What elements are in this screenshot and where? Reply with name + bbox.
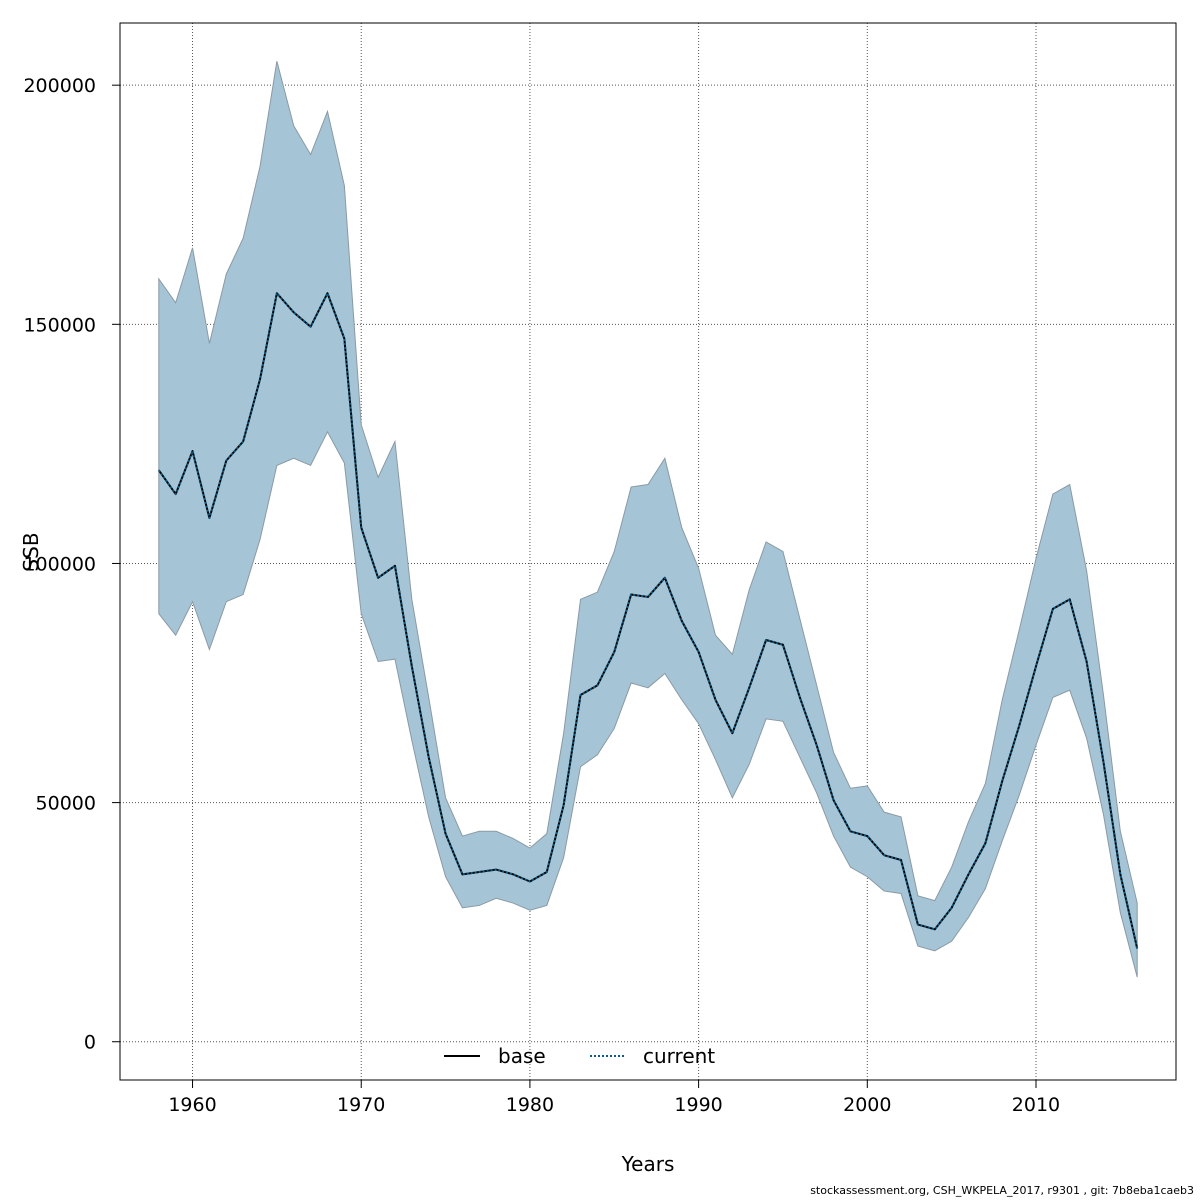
x-tick-label: 2010 xyxy=(1012,1094,1060,1116)
y-tick-label: 100000 xyxy=(23,553,96,575)
y-tick-label: 150000 xyxy=(23,314,96,336)
x-tick-label: 1970 xyxy=(337,1094,385,1116)
legend-base-label: base xyxy=(498,1044,546,1068)
legend-current-label: current xyxy=(643,1044,715,1068)
x-tick-label: 1990 xyxy=(674,1094,722,1116)
series-lines xyxy=(157,292,1139,949)
x-tick-label: 1980 xyxy=(506,1094,554,1116)
confidence-band xyxy=(158,61,1138,978)
footer-note: stockassessment.org, CSH_WKPELA_2017, r9… xyxy=(810,1184,1194,1197)
x-tick-label: 2000 xyxy=(843,1094,891,1116)
y-tick-label: 200000 xyxy=(23,75,96,97)
x-axis-title: Years xyxy=(621,1152,675,1176)
plot-frame xyxy=(119,22,1177,1081)
legend: base current xyxy=(444,1044,715,1068)
y-axis-title: SSB xyxy=(19,532,43,571)
axes: 1960 1970 1980 1990 2000 2010 0 50000 100000 1500… xyxy=(23,75,1060,1116)
y-tick-label: 50000 xyxy=(36,793,96,815)
ssb-confidence-band xyxy=(158,61,1138,978)
series-base-line xyxy=(157,292,1139,949)
y-tick-label: 0 xyxy=(84,1032,96,1054)
x-tick-label: 1960 xyxy=(168,1094,216,1116)
